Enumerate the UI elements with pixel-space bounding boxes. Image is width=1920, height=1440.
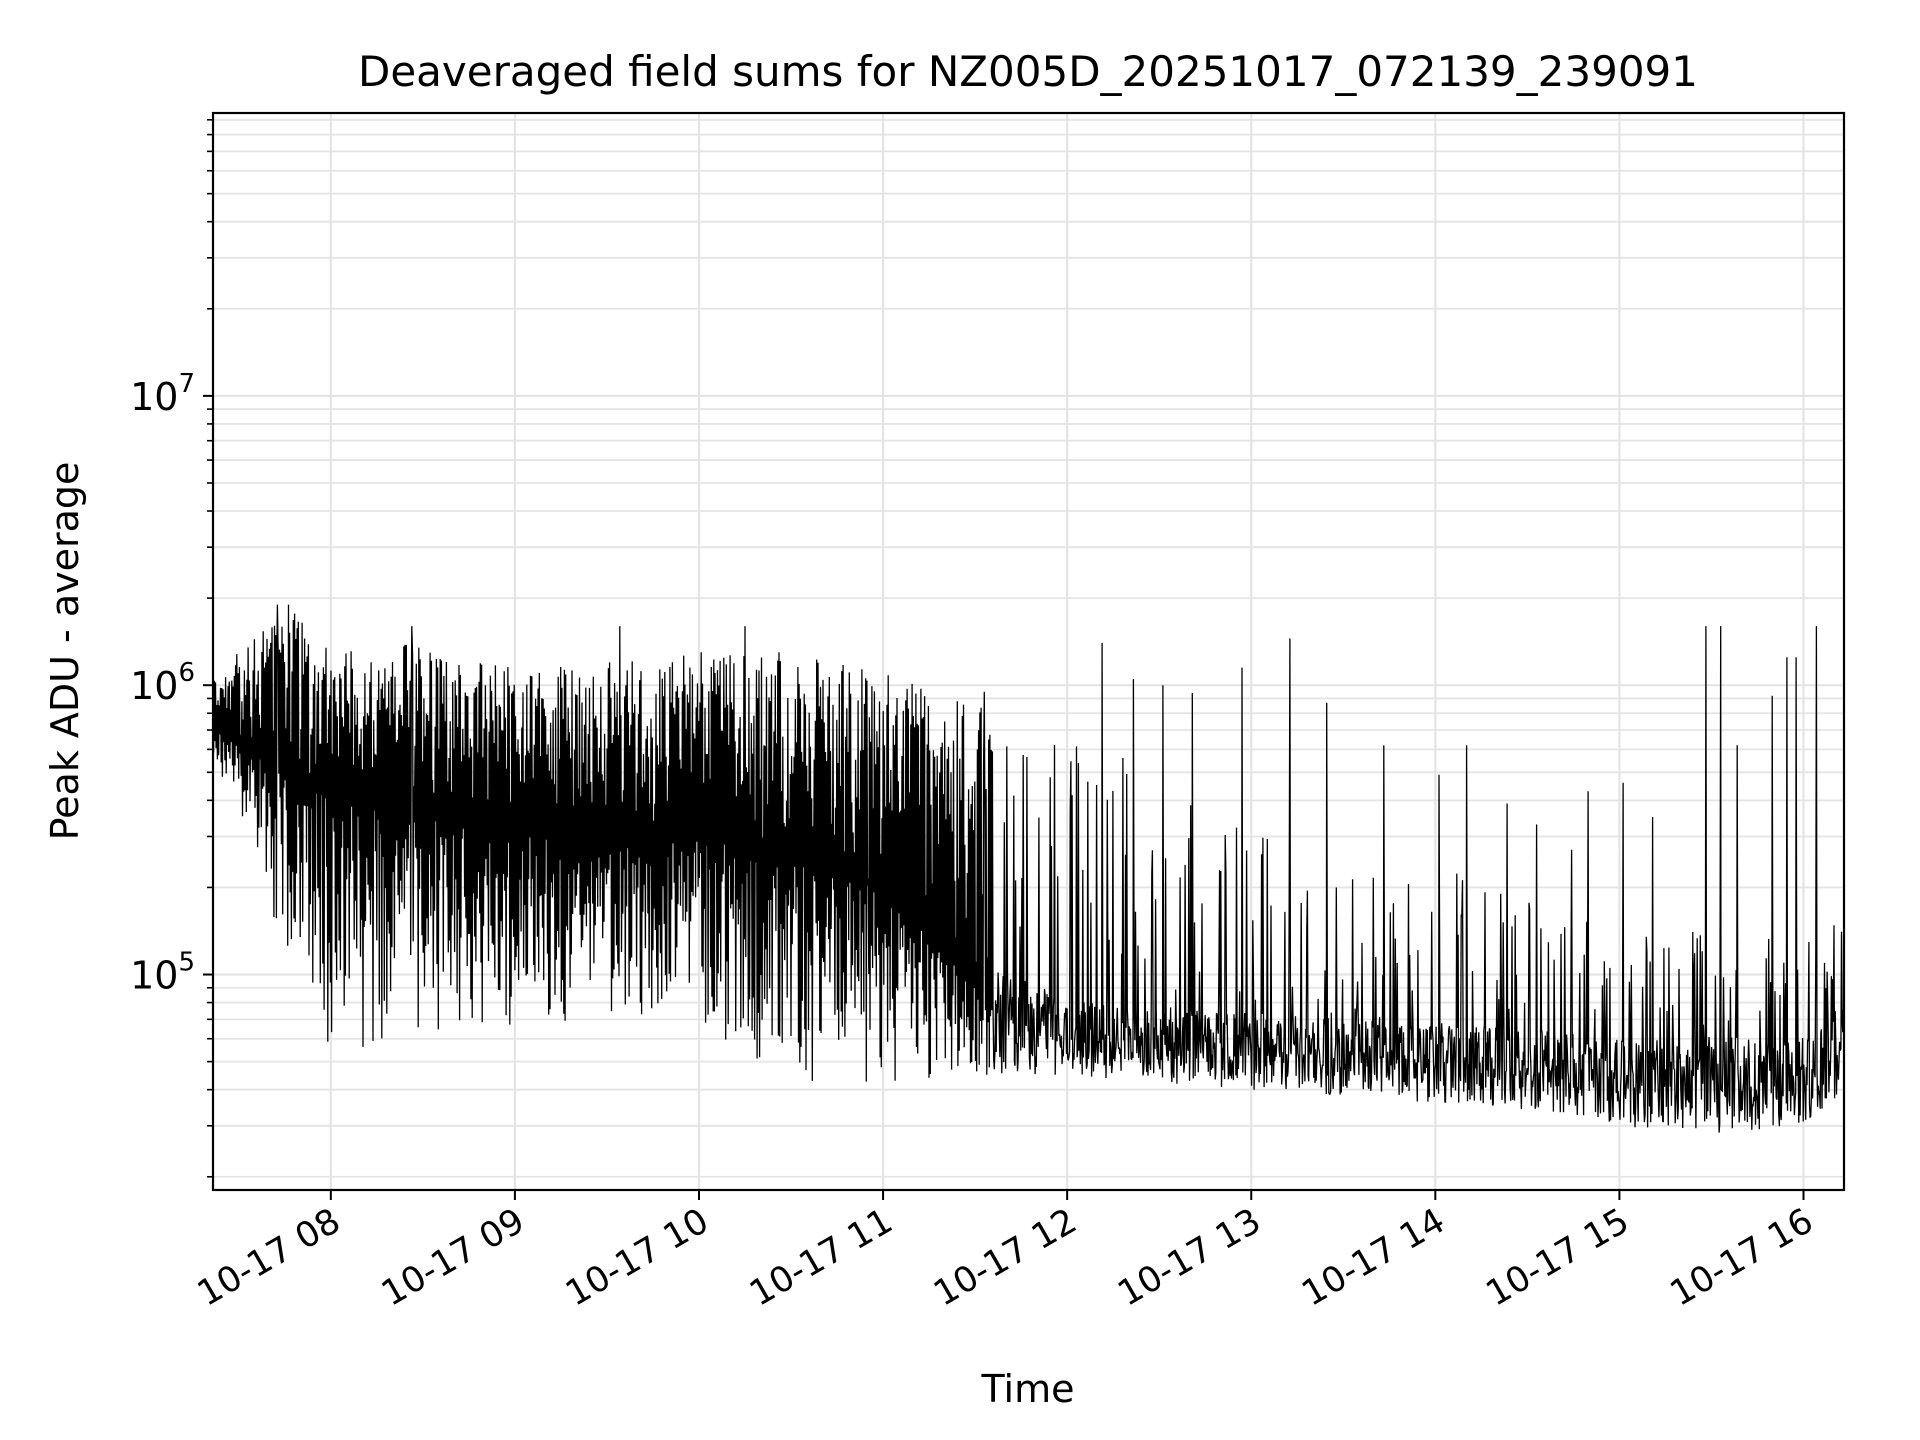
- y-tick-exponent: 5: [178, 948, 195, 978]
- plot-frame: [211, 111, 1846, 1192]
- y-tick-exponent: 7: [178, 369, 195, 399]
- y-tick-exponent: 6: [178, 658, 195, 688]
- y-tick-base: 10: [130, 375, 178, 419]
- y-axis-label: Peak ADU - average: [43, 462, 87, 841]
- series-layer: [212, 604, 1845, 1133]
- x-axis-label: Time: [981, 1367, 1075, 1411]
- grid: [213, 113, 1844, 1190]
- y-tick-label: 105: [130, 948, 195, 998]
- series-line: [212, 604, 1845, 1133]
- y-tick-label: 107: [130, 369, 195, 419]
- chart-title: Deaveraged field sums for NZ005D_2025101…: [358, 47, 1698, 96]
- y-tick-label: 106: [130, 658, 195, 708]
- y-tick-base: 10: [130, 954, 178, 998]
- y-tick-base: 10: [130, 664, 178, 708]
